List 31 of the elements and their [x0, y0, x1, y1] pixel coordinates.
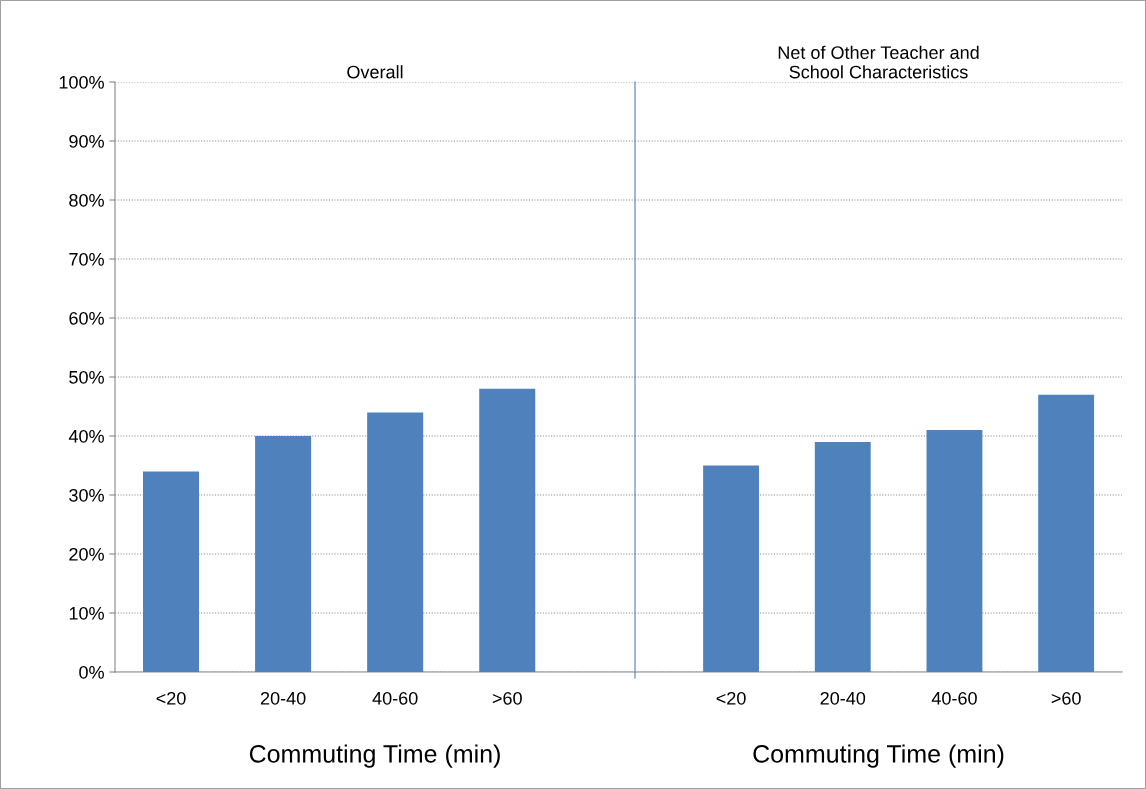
bar	[814, 441, 871, 672]
bar	[1038, 394, 1095, 672]
y-tick-label: 20%	[69, 547, 104, 561]
x-tick-label: 20-40	[260, 691, 306, 705]
chart-title: Overall	[347, 65, 403, 79]
y-tick-label: 30%	[69, 488, 104, 502]
x-tick-label: 40-60	[372, 691, 418, 705]
bar	[255, 436, 312, 672]
x-tick-label: <20	[716, 691, 746, 705]
y-tick-label: 100%	[59, 75, 104, 89]
x-tick-label: >60	[1051, 691, 1081, 705]
y-tick-label: 80%	[69, 193, 104, 207]
y-tick-label: 10%	[69, 606, 104, 620]
bar	[367, 412, 424, 672]
y-tick-label: 90%	[69, 134, 104, 148]
y-tick-label: 0%	[79, 665, 104, 679]
x-tick-label: <20	[156, 691, 186, 705]
y-tick-label: 50%	[69, 370, 104, 384]
x-axis-title: Commuting Time (min)	[753, 744, 1004, 768]
bar	[479, 388, 536, 672]
x-tick-label: 40-60	[931, 691, 977, 705]
x-tick-label: >60	[492, 691, 522, 705]
x-tick-label: 20-40	[820, 691, 866, 705]
y-tick-label: 60%	[69, 311, 104, 325]
bar	[703, 465, 759, 672]
bar	[143, 471, 200, 672]
chart-title: Net of Other Teacher and School Characteristics	[778, 45, 979, 79]
y-tick-label: 70%	[69, 252, 104, 266]
x-axis-title: Commuting Time (min)	[249, 744, 500, 768]
bar	[926, 430, 983, 672]
y-tick-label: 40%	[68, 429, 104, 443]
